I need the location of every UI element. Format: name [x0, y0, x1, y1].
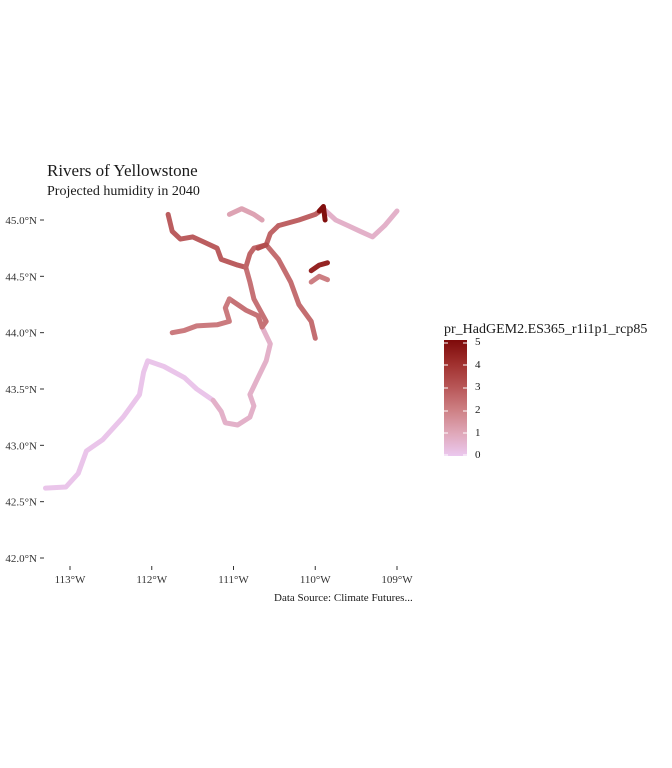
map-title: Rivers of Yellowstone	[47, 161, 198, 180]
latitude-tick-label: 42.0°N	[5, 553, 37, 565]
data-source-caption: Data Source: Climate Futures...	[274, 592, 413, 604]
latitude-tick-label: 43.0°N	[5, 440, 37, 452]
latitude-tick-label: 44.5°N	[5, 271, 37, 283]
legend-label-0: 0	[475, 449, 481, 461]
longitude-tick-label: 113°W	[55, 574, 86, 586]
map-subtitle: Projected humidity in 2040	[47, 184, 200, 199]
legend-label-2: 2	[475, 404, 481, 416]
latitude-tick-label: 44.0°N	[5, 328, 37, 340]
longitude-tick-label: 110°W	[300, 574, 331, 586]
latitude-tick-label: 45.0°N	[5, 215, 37, 227]
legend-label-4: 4	[475, 359, 481, 371]
latitude-tick-label: 42.5°N	[5, 497, 37, 509]
river-segment	[165, 211, 249, 270]
rivers-layer	[43, 204, 400, 491]
longitude-tick-label: 111°W	[218, 574, 249, 586]
latitude-axis: 42.0°N 42.5°N 43.0°N 43.5°N 44.0°N 44.5°N 45.0…	[5, 215, 44, 565]
river-segment	[263, 242, 318, 341]
river-segment	[255, 242, 269, 251]
legend-color-bar	[444, 340, 467, 456]
legend-title: pr_HadGEM2.ES365_r1i1p1_rcp85	[444, 322, 648, 337]
river-segment	[169, 296, 232, 336]
river-segment	[308, 273, 330, 285]
longitude-tick-label: 109°W	[381, 574, 413, 586]
river-segment	[316, 204, 328, 223]
river-segment	[226, 296, 265, 330]
longitude-tick-label: 112°W	[136, 574, 167, 586]
longitude-axis: 113°W 112°W 111°W 110°W 109°W	[55, 566, 413, 586]
river-segment	[320, 206, 400, 240]
river-segment	[276, 206, 326, 229]
legend-label-5: 5	[475, 336, 481, 348]
river-segment	[43, 358, 216, 491]
legend-label-1: 1	[475, 427, 481, 439]
river-segment	[226, 206, 265, 223]
river-segment	[243, 264, 269, 330]
river-segment	[308, 260, 330, 274]
latitude-tick-label: 43.5°N	[5, 384, 37, 396]
river-segment	[210, 324, 273, 428]
legend-label-3: 3	[475, 381, 481, 393]
